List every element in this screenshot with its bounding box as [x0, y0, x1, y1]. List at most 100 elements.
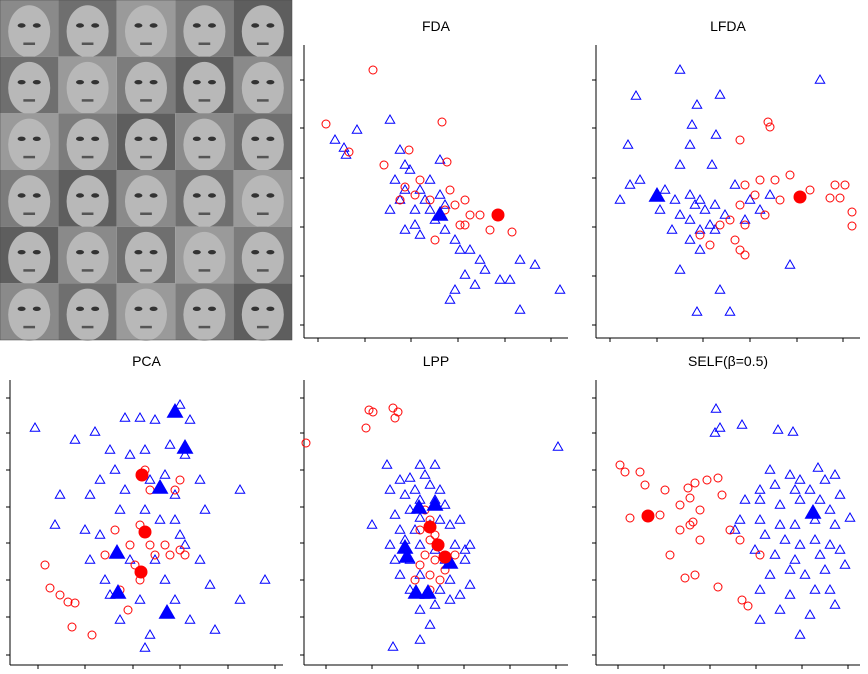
point: [740, 250, 750, 260]
point: [764, 568, 776, 579]
point: [793, 190, 807, 204]
point: [504, 273, 516, 284]
face: [241, 175, 284, 228]
point: [399, 183, 411, 194]
point: [379, 160, 389, 170]
point: [710, 402, 722, 413]
point: [755, 550, 765, 560]
face: [183, 231, 226, 285]
point: [735, 245, 745, 255]
mouth: [140, 155, 152, 159]
face: [124, 5, 168, 58]
point: [442, 157, 452, 167]
eye: [207, 79, 216, 85]
face: [241, 61, 284, 115]
point: [464, 578, 476, 589]
point: [45, 583, 55, 593]
point: [829, 468, 841, 479]
mouth: [140, 99, 152, 102]
point: [390, 413, 400, 423]
point: [414, 538, 426, 549]
point: [729, 523, 741, 534]
point: [393, 407, 403, 417]
point: [407, 583, 425, 599]
face: [241, 118, 284, 171]
mouth: [256, 212, 269, 215]
point: [384, 538, 396, 549]
point: [684, 233, 696, 244]
point: [439, 498, 451, 509]
point: [769, 478, 781, 489]
eye: [192, 136, 201, 142]
face: [124, 61, 168, 115]
point: [630, 89, 642, 100]
point: [459, 543, 471, 554]
point: [794, 473, 806, 484]
eye: [76, 306, 85, 312]
point: [94, 528, 106, 539]
point: [648, 186, 666, 202]
mouth: [198, 212, 211, 215]
face: [183, 61, 226, 115]
point: [824, 538, 836, 549]
point: [834, 543, 846, 554]
mouth: [198, 155, 211, 159]
point: [434, 188, 446, 199]
point: [680, 573, 690, 583]
chart-title: SELF(β=0.5): [688, 353, 768, 369]
point: [110, 525, 120, 535]
point: [145, 540, 155, 550]
point: [464, 243, 476, 254]
point: [702, 475, 712, 485]
point: [740, 180, 750, 190]
point: [419, 583, 437, 599]
point: [784, 588, 796, 599]
point: [84, 488, 96, 499]
point: [104, 443, 116, 454]
point: [744, 193, 756, 204]
mouth: [198, 325, 211, 329]
point: [507, 227, 517, 237]
point: [789, 518, 801, 529]
point: [814, 548, 826, 559]
eye: [32, 23, 41, 28]
point: [454, 588, 466, 599]
point: [774, 518, 786, 529]
face: [241, 288, 284, 341]
point: [414, 228, 426, 239]
point: [409, 218, 421, 229]
eye: [76, 79, 85, 85]
point: [787, 425, 799, 436]
point: [743, 601, 753, 611]
point: [87, 630, 97, 640]
point: [429, 598, 441, 609]
point: [684, 138, 696, 149]
point: [686, 118, 698, 129]
point: [209, 623, 221, 634]
point: [834, 488, 846, 499]
eye: [76, 249, 85, 255]
face: [241, 5, 284, 58]
point: [844, 511, 856, 522]
point: [438, 550, 452, 564]
point: [419, 468, 431, 479]
point: [424, 618, 436, 629]
point: [666, 223, 678, 234]
face: [66, 118, 109, 171]
point: [772, 423, 784, 434]
point: [175, 475, 185, 485]
eye: [149, 79, 158, 85]
point: [414, 603, 426, 614]
point: [759, 528, 771, 539]
point: [389, 173, 401, 184]
mouth: [23, 212, 36, 215]
point: [130, 560, 140, 570]
point: [40, 560, 50, 570]
point: [67, 622, 77, 632]
point: [763, 117, 773, 127]
point: [754, 483, 766, 494]
eye: [32, 306, 41, 312]
point: [138, 525, 152, 539]
point: [754, 613, 766, 624]
point: [394, 193, 406, 204]
